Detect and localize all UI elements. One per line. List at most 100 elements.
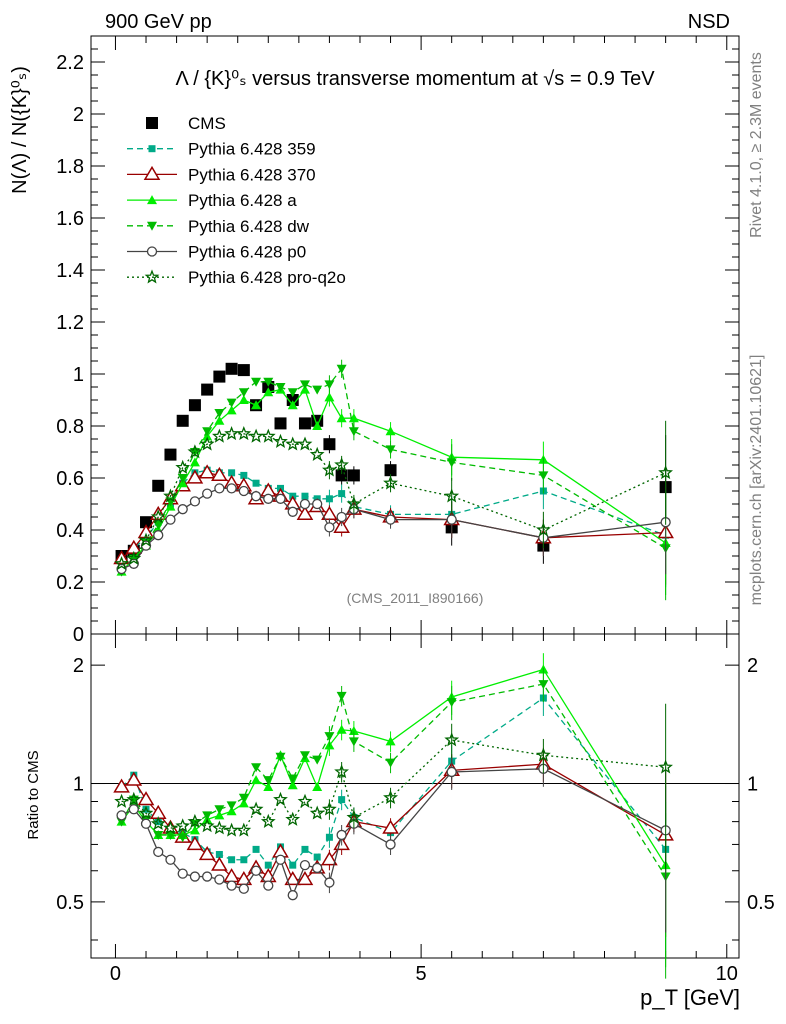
ratio-data-point bbox=[116, 810, 127, 821]
ratio-data-point bbox=[248, 801, 264, 816]
ratio-data-point bbox=[165, 830, 176, 840]
main-y-tick-label: 1.6 bbox=[56, 208, 84, 230]
ratio-series-line bbox=[121, 739, 666, 832]
data-point bbox=[323, 438, 336, 451]
series-line bbox=[121, 433, 666, 565]
ratio-data-point bbox=[126, 791, 142, 806]
ratio-data-point bbox=[128, 804, 139, 815]
ratio-data-point bbox=[385, 839, 396, 850]
data-point bbox=[287, 400, 298, 410]
ratio-data-point bbox=[199, 818, 215, 833]
ratio-data-point bbox=[446, 698, 457, 708]
ratio-data-point bbox=[214, 874, 225, 885]
ratio-data-point bbox=[263, 880, 274, 891]
ratio-data-point bbox=[177, 868, 188, 879]
main-y-tick-label: 0.4 bbox=[56, 520, 84, 542]
ratio-data-point bbox=[236, 822, 252, 837]
ratio-data-point bbox=[226, 806, 237, 816]
main-y-tick-label: 1.2 bbox=[56, 312, 84, 334]
ratio-data-point bbox=[214, 805, 225, 815]
ratio-y-axis-label: Ratio to CMS bbox=[25, 750, 42, 839]
ratio-y-tick-label-right: 2 bbox=[747, 655, 758, 677]
legend-label: Pythia 6.428 dw bbox=[188, 217, 310, 236]
ratio-data-point bbox=[324, 877, 335, 888]
legend-label: Pythia 6.428 p0 bbox=[188, 243, 306, 262]
legend-marker bbox=[146, 117, 158, 129]
ratio-data-point bbox=[385, 736, 396, 746]
data-point bbox=[186, 469, 204, 484]
ratio-data-point bbox=[284, 871, 302, 886]
ratio-data-point bbox=[263, 776, 274, 786]
data-point bbox=[260, 428, 276, 443]
ratio-data-point bbox=[296, 871, 314, 886]
ratio-data-point bbox=[309, 805, 325, 820]
data-point bbox=[287, 388, 298, 398]
data-point bbox=[226, 405, 237, 415]
ratio-data-point bbox=[238, 798, 249, 808]
ratio-data-point bbox=[322, 801, 337, 816]
data-point bbox=[334, 457, 349, 472]
ratio-data-point bbox=[125, 771, 143, 786]
data-point bbox=[225, 362, 238, 375]
ratio-data-point bbox=[215, 850, 223, 858]
data-point bbox=[163, 488, 178, 503]
ratio-series-4 bbox=[116, 752, 671, 933]
legend-label: Pythia 6.428 359 bbox=[188, 140, 316, 159]
legend-entry: Pythia 6.428 pro-q2o bbox=[127, 268, 346, 287]
data-point bbox=[385, 514, 396, 525]
data-point bbox=[324, 380, 335, 390]
main-y-tick-label: 2.2 bbox=[56, 52, 84, 74]
ratio-y-tick-label: 0.5 bbox=[56, 892, 84, 914]
data-point bbox=[336, 364, 347, 374]
ratio-data-point bbox=[325, 833, 333, 841]
main-y-tick-label: 1 bbox=[73, 364, 84, 386]
data-point bbox=[285, 436, 301, 451]
data-point bbox=[385, 426, 396, 436]
ratio-data-point bbox=[348, 737, 359, 747]
data-point bbox=[236, 426, 252, 441]
data-point bbox=[213, 370, 226, 383]
ratio-data-point bbox=[385, 758, 396, 768]
data-point bbox=[536, 522, 551, 537]
data-point bbox=[198, 464, 216, 479]
data-point bbox=[177, 504, 188, 515]
ratio-data-point bbox=[238, 883, 249, 894]
ratio-data-point bbox=[189, 825, 200, 835]
data-point bbox=[251, 400, 262, 410]
data-point bbox=[175, 459, 191, 474]
data-point bbox=[346, 496, 362, 511]
data-point bbox=[189, 457, 200, 467]
ratio-series-line bbox=[120, 683, 667, 877]
data-point bbox=[138, 532, 154, 547]
ratio-data-point bbox=[214, 810, 225, 820]
data-point bbox=[189, 496, 201, 507]
main-y-tick-label: 2 bbox=[73, 104, 84, 126]
data-point bbox=[383, 475, 399, 490]
axis-ticks: 0 0.2 0.4 0.6 0.8 1 1.2 1.4 1.6 1.8 2 2.2 0 5 10 0.5 0.5… bbox=[56, 36, 775, 985]
data-point bbox=[237, 364, 250, 377]
legend-entry: Pythia 6.428 dw bbox=[127, 217, 310, 236]
ratio-data-point bbox=[186, 835, 204, 851]
ratio-data-point bbox=[536, 747, 551, 762]
ratio-y-tick-label: 2 bbox=[73, 655, 84, 677]
ratio-data-point bbox=[150, 816, 166, 831]
ratio-data-point bbox=[202, 871, 213, 882]
ratio-data-point bbox=[138, 805, 154, 820]
ratio-data-point bbox=[137, 791, 155, 806]
data-point bbox=[202, 488, 213, 499]
ratio-data-point bbox=[251, 775, 262, 785]
data-point bbox=[212, 428, 227, 443]
ratio-data-point bbox=[287, 780, 298, 790]
data-point bbox=[333, 518, 350, 534]
ratio-data-point bbox=[116, 817, 127, 827]
ratio-series-5 bbox=[114, 703, 673, 870]
x-tick-label: 0 bbox=[110, 963, 121, 985]
legend-marker bbox=[146, 246, 158, 257]
ratio-data-point bbox=[321, 851, 338, 866]
ratio-data-point bbox=[154, 818, 162, 826]
ratio-data-point bbox=[251, 763, 262, 773]
ratio-data-point bbox=[142, 805, 150, 813]
ratio-data-point bbox=[226, 880, 237, 891]
data-point bbox=[348, 427, 359, 437]
ratio-data-point bbox=[250, 865, 262, 876]
